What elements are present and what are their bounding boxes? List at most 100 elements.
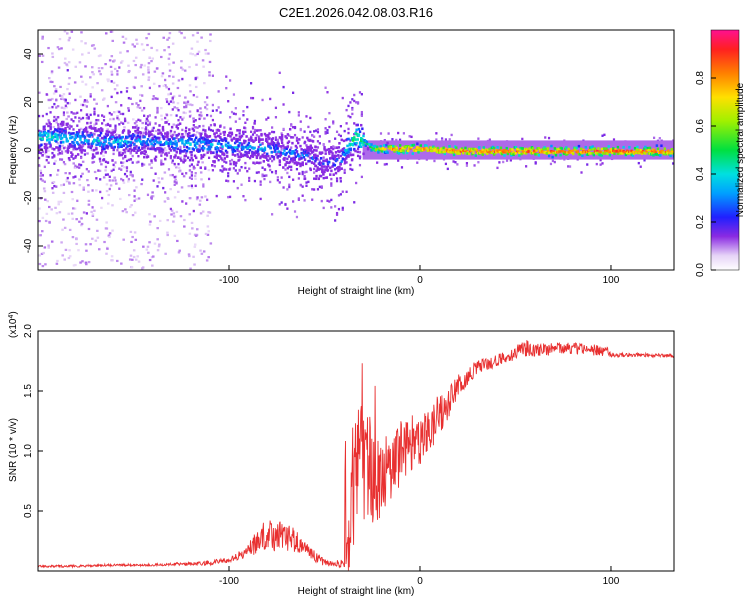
heatmap-cell	[112, 141, 115, 144]
heatmap-cell	[110, 131, 113, 135]
heatmap-cell	[651, 150, 654, 153]
heatmap-cell	[86, 179, 89, 182]
heatmap-cell	[183, 36, 186, 39]
heatmap-cell	[130, 266, 134, 269]
heatmap-cell	[121, 210, 125, 213]
heatmap-cell	[351, 143, 355, 147]
heatmap-cell	[204, 129, 207, 132]
heatmap-cell	[68, 133, 72, 137]
heatmap-cell	[347, 150, 350, 154]
heatmap-cell	[204, 132, 207, 136]
heatmap-cell	[525, 152, 528, 155]
heatmap-cell	[131, 126, 135, 129]
heatmap-cell	[80, 175, 83, 178]
heatmap-cell	[551, 159, 554, 163]
heatmap-cell	[190, 186, 194, 189]
colorbar-tick-label: 0.8	[695, 71, 706, 85]
heatmap-cell	[473, 164, 476, 167]
heatmap-cell	[66, 87, 69, 91]
heatmap-cell	[54, 206, 57, 209]
heatmap-cell	[316, 158, 320, 161]
heatmap-cell	[499, 146, 503, 150]
heatmap-cell	[285, 160, 288, 164]
heatmap-cell	[215, 131, 218, 134]
heatmap-cell	[143, 152, 146, 156]
heatmap-cell	[596, 149, 599, 153]
heatmap-cell	[48, 205, 51, 209]
heatmap-cell	[52, 119, 56, 123]
heatmap-cell	[133, 231, 137, 234]
heatmap-cell	[383, 163, 386, 166]
heatmap-cell	[96, 129, 99, 133]
heatmap-cell	[93, 47, 97, 50]
heatmap-cell	[62, 183, 66, 186]
heatmap-cell	[129, 137, 132, 140]
heatmap-cell	[114, 133, 118, 136]
heatmap-cell	[76, 111, 79, 115]
heatmap-y-tick-label: 0	[23, 147, 34, 153]
heatmap-cell	[625, 149, 629, 153]
heatmap-cell	[170, 135, 174, 139]
heatmap-cell	[250, 96, 253, 100]
heatmap-cell	[75, 131, 79, 134]
heatmap-cell	[74, 156, 77, 159]
heatmap-cell	[191, 127, 194, 131]
heatmap-cell	[71, 135, 74, 139]
heatmap-cell	[186, 103, 189, 106]
heatmap-cell	[61, 96, 64, 99]
heatmap-cell	[255, 161, 259, 165]
heatmap-cell	[51, 147, 54, 150]
heatmap-cell	[139, 119, 142, 122]
heatmap-cell	[225, 154, 229, 158]
heatmap-cell	[358, 157, 362, 160]
heatmap-cell	[225, 168, 228, 171]
heatmap-cell	[112, 168, 115, 171]
heatmap-cell	[263, 151, 266, 154]
heatmap-cell	[148, 123, 151, 126]
heatmap-cell	[250, 154, 253, 158]
heatmap-cell	[71, 236, 75, 239]
heatmap-cell	[68, 127, 71, 130]
heatmap-cell	[270, 150, 274, 154]
heatmap-cell	[269, 180, 272, 184]
heatmap-cell	[151, 195, 155, 198]
heatmap-cell	[132, 249, 136, 252]
heatmap-cell	[78, 120, 81, 123]
heatmap-cell	[238, 129, 241, 132]
heatmap-cell	[561, 150, 565, 153]
heatmap-cell	[311, 157, 315, 161]
heatmap-cell	[284, 168, 287, 171]
heatmap-cell	[616, 152, 620, 156]
heatmap-cell	[74, 154, 78, 158]
heatmap-cell	[297, 111, 300, 114]
heatmap-cell	[589, 152, 592, 155]
heatmap-cell	[57, 66, 61, 69]
heatmap-cell	[592, 153, 596, 157]
heatmap-cell	[47, 46, 50, 50]
heatmap-cell	[280, 201, 283, 204]
heatmap-cell	[78, 163, 81, 166]
heatmap-cell	[165, 139, 169, 142]
heatmap-cell	[280, 133, 284, 137]
heatmap-cell	[95, 118, 98, 122]
heatmap-cell	[60, 184, 63, 187]
heatmap-cell	[181, 118, 184, 121]
heatmap-cell	[316, 188, 320, 191]
heatmap-cell	[151, 97, 155, 101]
heatmap-cell	[194, 54, 197, 57]
heatmap-cell	[64, 131, 67, 134]
heatmap-cell	[175, 124, 178, 127]
heatmap-cell	[157, 132, 160, 135]
heatmap-cell	[559, 153, 562, 157]
heatmap-cell	[87, 139, 90, 143]
heatmap-cell	[74, 112, 77, 115]
heatmap-cell	[70, 151, 73, 154]
heatmap-cell	[410, 145, 413, 149]
heatmap-cell	[303, 199, 306, 202]
heatmap-cell	[181, 140, 184, 143]
heatmap-cell	[255, 156, 259, 160]
heatmap-cell	[339, 176, 342, 180]
heatmap-cell	[91, 86, 94, 89]
heatmap-cell	[282, 144, 285, 147]
heatmap-cell	[154, 122, 157, 125]
